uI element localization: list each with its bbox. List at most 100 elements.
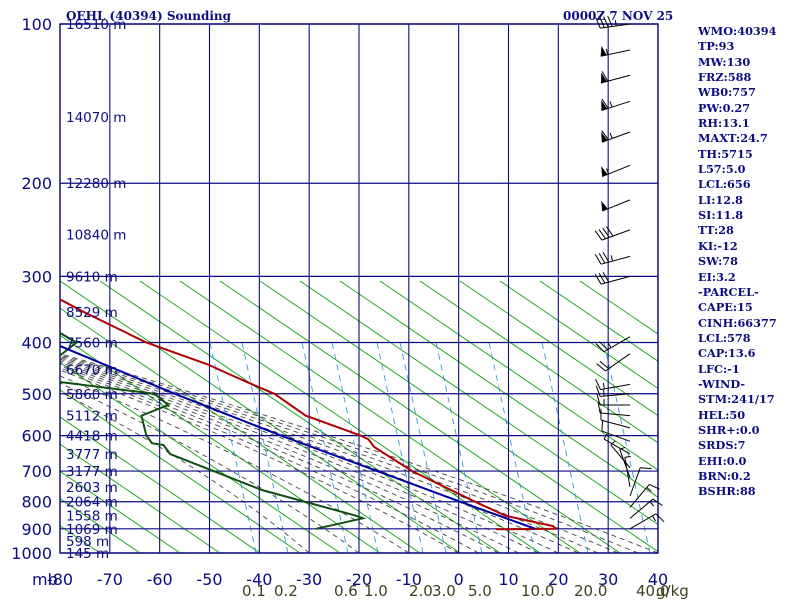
- index-line: BSHR:88: [698, 484, 756, 499]
- wind-barb: [595, 15, 631, 29]
- stability-indices-panel: WMO:40394 TP:93 MW:130 FRZ:588 WB0:757 PW:0.2…: [698, 24, 777, 500]
- temperature-tick-label: 20: [548, 570, 568, 589]
- dry-adiabats: [60, 280, 658, 553]
- wind-barb: [601, 419, 631, 442]
- chart-title: OEHL (40394) Sounding: [66, 9, 232, 23]
- dry-adiabat: [539, 280, 658, 362]
- wind-barb-staff: [624, 457, 631, 487]
- wind-barb: [595, 379, 631, 391]
- index-line: LFC:-1: [698, 361, 740, 376]
- wind-barb-feather: [595, 379, 601, 390]
- wind-barb: [629, 498, 663, 519]
- height-label: 3777 m: [66, 447, 118, 463]
- wind-barb-feather: [601, 98, 609, 109]
- wind-barb-half-feather: [602, 382, 605, 389]
- temperature-tick-label: -70: [97, 570, 123, 589]
- axis-labels: 0.1 0.2 0.6 1.0 2.0 3.0 5.0 10.0 20.0 40.0g/kg100…: [11, 15, 689, 600]
- wind-barbs: [594, 15, 665, 530]
- wind-barb-staff: [600, 383, 631, 391]
- wind-barb: [629, 483, 660, 508]
- temperature-tick-label: -20: [346, 570, 372, 589]
- wind-barb-feather: [603, 16, 609, 28]
- wind-barb: [624, 455, 631, 487]
- index-line: EI:3.2: [698, 269, 736, 284]
- wind-barb-feather: [655, 513, 665, 523]
- mixing-ratio-lines: [209, 342, 651, 553]
- pressure-tick-label: 900: [21, 520, 52, 539]
- dry-adiabat: [60, 443, 221, 553]
- wind-barb-feather: [606, 226, 614, 237]
- pressure-tick-label: 800: [21, 493, 52, 512]
- wind-barb-feather: [598, 273, 606, 284]
- index-line: CINH:66377: [698, 315, 777, 330]
- wind-barb: [600, 71, 631, 84]
- pressure-tick-label: 400: [21, 333, 52, 352]
- wind-barb-staff: [601, 229, 631, 241]
- height-label: 7560 m: [66, 335, 118, 351]
- wind-barb: [595, 336, 631, 353]
- wind-barb: [595, 385, 631, 397]
- wind-barb: [610, 440, 631, 469]
- dry-adiabat: [259, 280, 658, 553]
- index-line: SHR+:0.0: [698, 422, 760, 437]
- wind-barb: [600, 45, 631, 57]
- dry-adiabat: [459, 280, 658, 417]
- wind-barb-staff: [600, 419, 631, 429]
- wind-barb-flag: [600, 45, 607, 57]
- wind-barb-half-feather: [605, 48, 608, 55]
- wind-barb-staff: [629, 513, 657, 530]
- wind-barb-feather: [607, 15, 613, 27]
- temperature-tick-label: 10: [498, 570, 518, 589]
- wind-barb-flag: [601, 131, 608, 143]
- temperature-tick-label: -50: [196, 570, 222, 589]
- mixing-ratio-label: 20.0: [574, 582, 607, 600]
- wind-barb-feather: [595, 17, 601, 29]
- wind-barb-half-feather: [610, 440, 616, 446]
- dry-adiabat: [60, 307, 421, 553]
- index-line: CAP:13.6: [698, 346, 756, 361]
- wind-barb-feather: [597, 401, 601, 414]
- index-line: MAXT:24.7: [698, 131, 768, 146]
- wind-barb-feather: [602, 227, 610, 238]
- wind-barb: [597, 401, 631, 417]
- wind-barb: [594, 226, 631, 241]
- wind-barb-staff: [603, 438, 631, 455]
- dry-adiabat: [60, 389, 301, 553]
- index-line: EHI:0.0: [698, 453, 747, 468]
- moist-adiabat: [60, 353, 658, 553]
- wind-barb: [594, 271, 631, 285]
- wind-barb-feather: [601, 130, 609, 141]
- temperature-tick-label: -40: [246, 570, 272, 589]
- wind-barb: [601, 98, 631, 112]
- index-line: WMO:40394: [698, 24, 777, 38]
- wind-barb: [594, 252, 631, 265]
- temperature-tick-label: -30: [296, 570, 322, 589]
- mixing-ratio-label: 1.0: [364, 582, 388, 600]
- wind-barb-flag: [601, 72, 607, 84]
- sounding-series: [60, 298, 558, 531]
- temperature-tick-label: 40: [648, 570, 668, 589]
- height-label: 1069 m: [66, 522, 118, 538]
- dry-adiabat: [99, 280, 501, 553]
- index-line: SW:78: [698, 254, 738, 269]
- dry-adiabat: [60, 470, 181, 553]
- mixing-ratio-label: 2.0: [409, 582, 433, 600]
- mixing-ratio-line: [209, 342, 257, 553]
- mixing-ratio-label: 3.0: [432, 582, 456, 600]
- parcel-line: [60, 344, 536, 530]
- dry-adiabat: [499, 280, 658, 390]
- index-line: L57:5.0: [698, 162, 746, 177]
- index-line: LCL:656: [698, 177, 751, 192]
- dry-adiabat: [60, 416, 261, 553]
- dewpoint-line: [60, 331, 367, 530]
- wind-barb-staff: [601, 430, 631, 442]
- pressure-tick-label: 300: [21, 267, 52, 286]
- dry-adiabat: [379, 280, 658, 471]
- dry-adiabat: [60, 361, 341, 553]
- wind-barb-staff: [601, 100, 631, 112]
- wind-barb-staff: [629, 467, 641, 497]
- wind-barb-half-feather: [607, 342, 612, 348]
- height-label: 6670 m: [66, 363, 118, 379]
- wind-barb-feather: [598, 229, 606, 240]
